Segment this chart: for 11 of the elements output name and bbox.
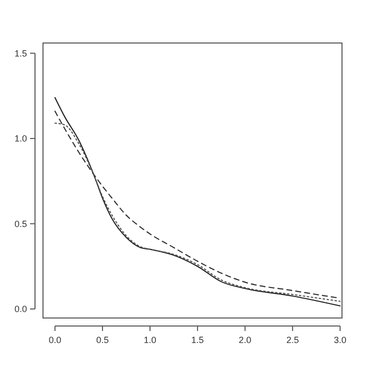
- x-tick-label: 1.5: [191, 335, 204, 345]
- x-tick-label: 2.5: [286, 335, 299, 345]
- y-tick-label: 1.5: [14, 48, 27, 58]
- y-tick-label: 0.0: [14, 304, 27, 314]
- x-tick-label: 0.0: [48, 335, 62, 345]
- y-tick-label: 0.5: [14, 218, 27, 229]
- x-tick-label: 1.0: [144, 335, 156, 345]
- x-tick-label: 0.5: [96, 335, 109, 345]
- x-tick-label: 2.0: [238, 335, 252, 345]
- y-tick-label: 1.0: [14, 134, 27, 144]
- x-tick-label: 3.0: [334, 335, 346, 345]
